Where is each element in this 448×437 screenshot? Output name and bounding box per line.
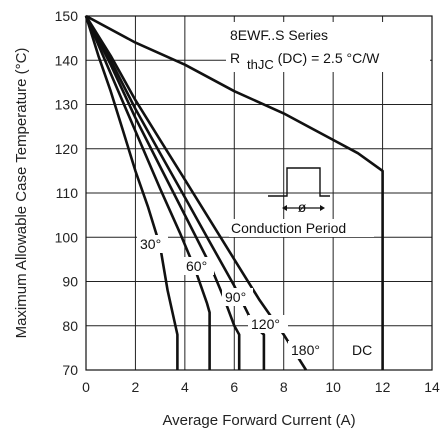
- curve-label: 90°: [225, 289, 246, 305]
- rth-prefix: R: [230, 50, 240, 66]
- arrow-head-right: [320, 205, 325, 211]
- conduction-period-label: Conduction Period: [231, 220, 346, 236]
- y-tick-label: 110: [56, 185, 79, 201]
- y-tick-label: 120: [55, 141, 79, 157]
- curve-90deg: [84, 15, 241, 370]
- rth-subscript: thJC: [247, 57, 274, 72]
- series-name-label: 8EWF..S Series: [230, 27, 328, 43]
- y-tick-label: 70: [62, 362, 78, 378]
- pulse-waveform: [268, 167, 330, 197]
- curve-30deg: [84, 15, 179, 370]
- x-tick-label: 8: [280, 379, 288, 395]
- x-tick-label: 10: [325, 379, 341, 395]
- curve-dc: [85, 14, 384, 370]
- curve-label-bg: [248, 315, 288, 333]
- x-tick-label: 6: [230, 379, 238, 395]
- y-axis-title: Maximum Allowable Case Temperature (°C): [13, 48, 30, 339]
- x-tick-label: 12: [375, 379, 391, 395]
- conduction-period-bg: [229, 219, 374, 237]
- x-tick-labels: 0 2 4 6 8 10 12 14: [82, 379, 440, 395]
- x-axis-title: Average Forward Current (A): [162, 412, 355, 429]
- curve-label-bg: [137, 235, 168, 253]
- y-tick-label: 80: [62, 318, 78, 334]
- x-tick-label: 2: [132, 379, 140, 395]
- curve-label-bg: [349, 341, 371, 359]
- curve-label: DC: [352, 342, 372, 358]
- annotation-box: 8EWF..S Series R thJC (DC) = 2.5 °C/W: [226, 22, 430, 72]
- x-tick-label: 14: [424, 379, 440, 395]
- y-tick-label: 130: [55, 97, 79, 113]
- y-tick-labels: 70 80 90 100 110 120 130 140 150: [55, 8, 79, 378]
- y-tick-label: 100: [55, 229, 79, 245]
- y-tick-label: 140: [55, 52, 79, 68]
- thermal-resistance-label: R thJC (DC) = 2.5 °C/W: [230, 50, 380, 72]
- x-tick-label: 4: [181, 379, 189, 395]
- period-symbol: ø: [298, 199, 307, 215]
- curve-label-bg: [183, 257, 214, 275]
- curve-label: 30°: [140, 236, 161, 252]
- curve-label: 180°: [291, 342, 320, 358]
- curves: [84, 14, 384, 371]
- curve-label-bg: [222, 288, 253, 306]
- plot-frame: [85, 15, 433, 371]
- curve-label: 120°: [251, 316, 280, 332]
- curve-label-bg: [288, 341, 328, 359]
- conduction-pulse-icon: [268, 167, 330, 211]
- curve-60deg: [84, 15, 211, 370]
- rth-suffix: (DC) = 2.5 °C/W: [278, 50, 380, 66]
- curve-labels: 30° 60° 90° 120° 180° DC: [137, 235, 372, 359]
- y-tick-label: 90: [62, 274, 78, 290]
- arrow-head-left: [282, 205, 287, 211]
- x-tick-label: 0: [82, 379, 90, 395]
- y-tick-label: 150: [55, 8, 79, 24]
- curve-label: 60°: [186, 258, 207, 274]
